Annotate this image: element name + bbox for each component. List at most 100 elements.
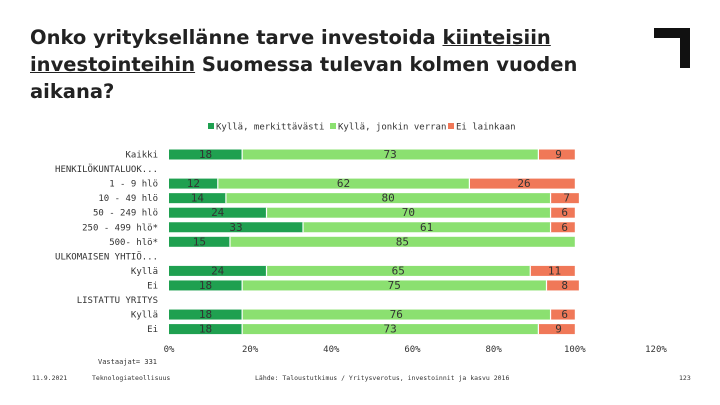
- data-label: 6: [561, 206, 568, 219]
- bar-segment: [169, 149, 243, 160]
- bar-segment: [169, 178, 218, 189]
- category-label: Kyllä: [131, 267, 158, 277]
- bar-segment: [266, 207, 551, 218]
- x-tick-label: 120%: [645, 345, 667, 355]
- title-underlined-text: kiinteisiin investointeihin: [30, 26, 551, 76]
- bar-segment-divider: [241, 280, 243, 291]
- legend-item-jonkin-verran-swatch: [330, 123, 336, 129]
- bar-segment-divider: [241, 324, 243, 335]
- legend-item-merkittavasti-label: Kyllä, merkittävästi: [216, 123, 324, 133]
- bar-segment-divider: [241, 149, 243, 160]
- legend-item-ei-lainkaan-swatch: [448, 123, 454, 129]
- bar-segment: [550, 193, 579, 204]
- bar-segment: [242, 280, 547, 291]
- data-label: 24: [211, 264, 225, 277]
- legend-item-merkittavasti-swatch: [208, 123, 214, 129]
- bar-segment: [169, 193, 226, 204]
- bar-segment: [169, 324, 243, 335]
- footer-source: Lähde: Taloustutkimus / Yritysverotus, i…: [255, 374, 510, 382]
- bar-segment: [169, 280, 243, 291]
- data-label: 73: [384, 148, 397, 161]
- bar-segment-divider: [537, 324, 539, 335]
- bar-segment-divider: [265, 207, 268, 218]
- title-text-end: Suomessa tulevan kolmen vuoden aikana?: [30, 53, 578, 103]
- data-label: 26: [517, 177, 530, 190]
- category-label: Ei: [147, 281, 158, 291]
- category-label: HENKILÖKUNTALUOK...: [55, 164, 158, 175]
- bar-segment: [225, 193, 551, 204]
- x-tick-label: 80%: [486, 345, 503, 355]
- footer-date: 11.9.2021: [32, 374, 68, 382]
- bar-segment: [546, 280, 579, 291]
- bar-segment: [302, 222, 551, 233]
- data-label: 75: [388, 279, 401, 292]
- data-label: 18: [199, 323, 212, 336]
- x-tick-label: 0%: [164, 345, 175, 355]
- bar-segment: [550, 222, 575, 233]
- bar-segment-divider: [241, 309, 243, 320]
- data-label: 18: [199, 279, 212, 292]
- bar-segment-divider: [217, 178, 219, 189]
- data-label: 62: [337, 177, 350, 190]
- data-label: 6: [561, 221, 568, 234]
- category-label: 10 - 49 hlö: [98, 194, 158, 204]
- bar-segment: [169, 265, 267, 276]
- bar-segment-divider: [468, 178, 470, 189]
- bar-segment-divider: [225, 193, 227, 204]
- bar-segment: [538, 149, 575, 160]
- category-label: Kaikki: [125, 151, 158, 161]
- x-tick-label: 60%: [404, 345, 421, 355]
- bar-segment: [469, 178, 575, 189]
- data-label: 80: [382, 192, 395, 205]
- category-label: 500- hlö*: [109, 238, 158, 248]
- bar-segment: [550, 309, 575, 320]
- bar-segment-divider: [229, 236, 231, 247]
- bar-segment: [242, 149, 539, 160]
- category-label: 50 - 249 hlö: [93, 209, 158, 219]
- bar-segment: [530, 265, 575, 276]
- bar-segment: [242, 309, 551, 320]
- bar-segment-divider: [549, 207, 552, 218]
- bar-segment: [217, 178, 470, 189]
- bar-segment: [538, 324, 575, 335]
- bar-segment-divider: [549, 222, 552, 233]
- data-label: 12: [187, 177, 200, 190]
- legend-item-ei-lainkaan-label: Ei lainkaan: [456, 123, 516, 133]
- category-label: 1 - 9 hlö: [109, 180, 158, 190]
- data-label: 73: [384, 323, 397, 336]
- data-label: 76: [390, 308, 403, 321]
- bar-segment-divider: [265, 265, 268, 276]
- bar-segment-divider: [549, 309, 552, 320]
- category-label: Kyllä: [131, 311, 158, 321]
- logo-icon: [654, 28, 690, 68]
- data-label: 18: [199, 148, 212, 161]
- data-label: 11: [548, 264, 561, 277]
- data-label: 85: [396, 235, 409, 248]
- category-label: LISTATTU YRITYS: [77, 296, 158, 306]
- bar-segment: [242, 324, 539, 335]
- data-label: 7: [563, 192, 570, 205]
- title-text: Onko yrityksellänne tarve investoida: [30, 26, 443, 49]
- data-label: 6: [561, 308, 568, 321]
- bar-segment: [169, 309, 243, 320]
- data-label: 24: [211, 206, 225, 219]
- data-label: 14: [191, 192, 205, 205]
- data-label: 33: [229, 221, 242, 234]
- data-label: 18: [199, 308, 212, 321]
- bar-segment: [550, 207, 575, 218]
- data-label: 9: [555, 148, 562, 161]
- footer-page-number: 123: [679, 374, 691, 382]
- bar-segment: [266, 265, 531, 276]
- footer-org: Teknologiateollisuus: [92, 374, 171, 382]
- data-label: 70: [402, 206, 415, 219]
- bar-segment: [169, 222, 303, 233]
- bar-segment: [229, 236, 575, 247]
- x-tick-label: 40%: [323, 345, 340, 355]
- bar-segment-divider: [529, 265, 531, 276]
- respondents-note: Vastaajat= 331: [98, 358, 157, 366]
- bar-segment-divider: [545, 280, 548, 291]
- page-title: Onko yrityksellänne tarve investoida kii…: [30, 24, 650, 105]
- data-label: 65: [392, 264, 405, 277]
- x-tick-label: 100%: [564, 345, 586, 355]
